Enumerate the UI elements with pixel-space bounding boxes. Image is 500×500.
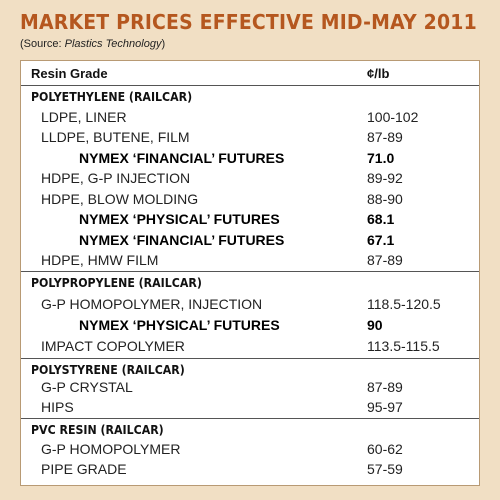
row-price: 87-89 <box>367 129 403 145</box>
source-name: Plastics Technology <box>64 38 162 50</box>
table-row: NYMEX ‘PHYSICAL’ FUTURES 68.1 <box>21 209 479 229</box>
table-row: LDPE, LINER 100-102 <box>21 107 479 127</box>
row-grade: LDPE, LINER <box>41 109 127 125</box>
row-grade: NYMEX ‘FINANCIAL’ FUTURES <box>79 232 285 248</box>
row-grade: NYMEX ‘FINANCIAL’ FUTURES <box>79 150 285 166</box>
row-price: 87-89 <box>367 379 403 395</box>
table-row: G-P HOMOPOLYMER 60-62 <box>21 439 479 459</box>
table-row: G-P CRYSTAL 87-89 <box>21 377 479 397</box>
section-title: PVC RESIN (RAILCAR) <box>31 422 164 437</box>
row-price: 57-59 <box>367 461 403 477</box>
table-row: NYMEX ‘FINANCIAL’ FUTURES 71.0 <box>21 148 479 168</box>
table-row: NYMEX ‘PHYSICAL’ FUTURES 90 <box>21 315 479 335</box>
row-price: 100-102 <box>367 109 419 125</box>
row-grade: NYMEX ‘PHYSICAL’ FUTURES <box>79 211 280 227</box>
table-row: HDPE, G-P INJECTION 89-92 <box>21 168 479 188</box>
row-grade: IMPACT COPOLYMER <box>41 338 185 354</box>
table-row: HDPE, HMW FILM 87-89 <box>21 250 479 270</box>
source-line: (Source: Plastics Technology) <box>20 38 165 50</box>
header-price-unit: ¢/lb <box>367 66 390 81</box>
row-grade: HIPS <box>41 399 74 415</box>
section-polypropylene: POLYPROPYLENE (RAILCAR) G-P HOMOPOLYMER,… <box>21 271 479 358</box>
table-row: LLDPE, BUTENE, FILM 87-89 <box>21 127 479 147</box>
row-grade: LLDPE, BUTENE, FILM <box>41 129 190 145</box>
row-price: 95-97 <box>367 399 403 415</box>
row-price: 118.5-120.5 <box>367 296 441 312</box>
section-title: POLYPROPYLENE (RAILCAR) <box>31 275 202 290</box>
row-grade: HDPE, HMW FILM <box>41 252 159 268</box>
row-price: 113.5-115.5 <box>367 338 440 354</box>
row-grade: NYMEX ‘PHYSICAL’ FUTURES <box>79 317 280 333</box>
section-polyethylene: POLYETHYLENE (RAILCAR) LDPE, LINER 100-10… <box>21 86 479 271</box>
row-price: 68.1 <box>367 211 395 227</box>
row-grade: HDPE, G-P INJECTION <box>41 170 191 186</box>
source-suffix: ) <box>161 38 166 50</box>
table-row: NYMEX ‘FINANCIAL’ FUTURES 67.1 <box>21 230 479 250</box>
table-row: HDPE, BLOW MOLDING 88-90 <box>21 189 479 209</box>
table-row: IMPACT COPOLYMER 113.5-115.5 <box>21 336 479 356</box>
row-price: 88-90 <box>367 191 403 207</box>
row-grade: G-P HOMOPOLYMER <box>41 441 181 457</box>
section-title: POLYSTYRENE (RAILCAR) <box>31 362 185 377</box>
table-header: Resin Grade ¢/lb <box>21 61 479 86</box>
table-row: HIPS 95-97 <box>21 397 479 417</box>
table-row: G-P HOMOPOLYMER, INJECTION 118.5-120.5 <box>21 294 479 314</box>
section-pvc-resin: PVC RESIN (RAILCAR) G-P HOMOPOLYMER 60-62… <box>21 418 479 486</box>
row-price: 87-89 <box>367 252 403 268</box>
row-grade: G-P CRYSTAL <box>41 379 133 395</box>
page-title: MARKET PRICES EFFECTIVE MID-MAY 2011 <box>20 10 477 34</box>
row-price: 90 <box>367 317 383 333</box>
source-prefix: (Source: <box>20 38 65 50</box>
row-price: 67.1 <box>367 232 395 248</box>
row-price: 71.0 <box>367 150 395 166</box>
section-polystyrene: POLYSTYRENE (RAILCAR) G-P CRYSTAL 87-89 H… <box>21 358 479 418</box>
table-row: PIPE GRADE 57-59 <box>21 459 479 479</box>
price-table: Resin Grade ¢/lb POLYETHYLENE (RAILCAR) … <box>20 60 480 486</box>
header-resin-grade: Resin Grade <box>31 66 108 81</box>
row-price: 89-92 <box>367 170 403 186</box>
section-title: POLYETHYLENE (RAILCAR) <box>31 89 193 104</box>
row-grade: HDPE, BLOW MOLDING <box>41 191 199 207</box>
row-price: 60-62 <box>367 441 403 457</box>
row-grade: G-P HOMOPOLYMER, INJECTION <box>41 296 263 312</box>
row-grade: PIPE GRADE <box>41 461 127 477</box>
